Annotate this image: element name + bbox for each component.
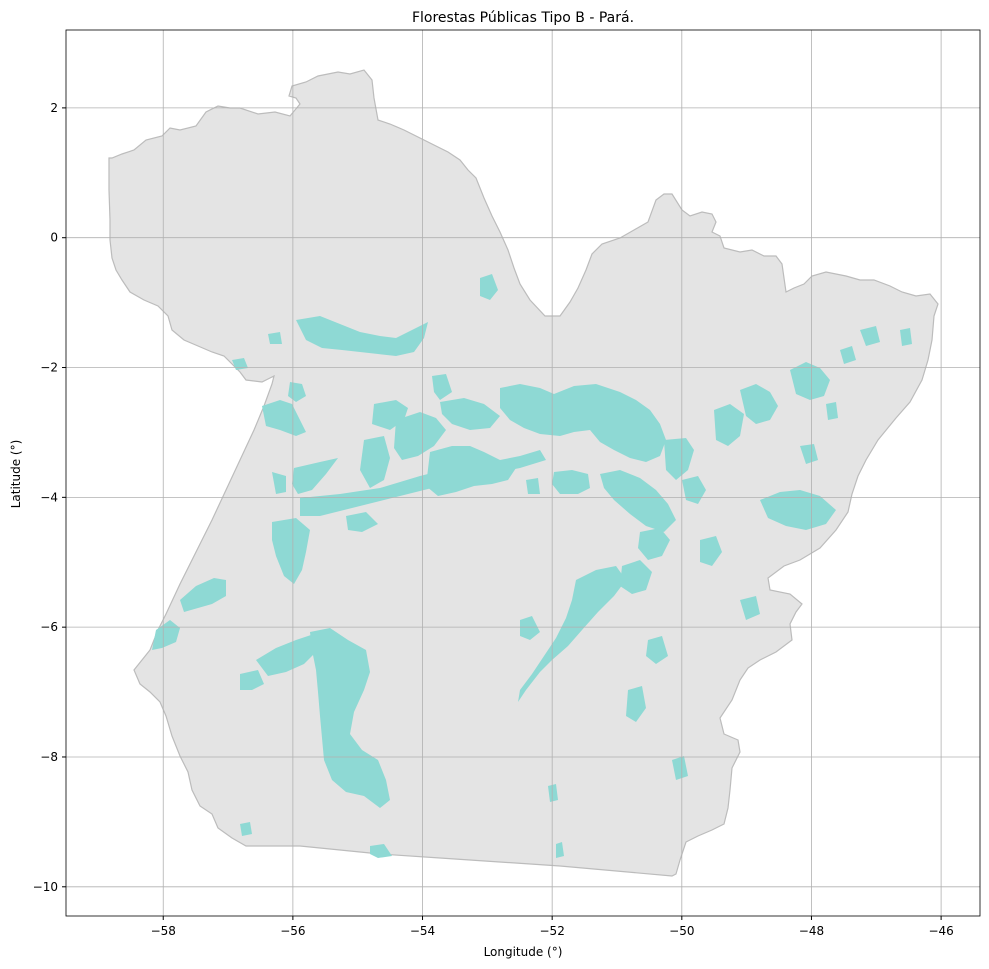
plot-area [65, 29, 981, 917]
forest-patch [240, 822, 252, 836]
x-axis-label: Longitude (°) [484, 945, 563, 959]
forest-patch [626, 686, 646, 722]
forest-patch [740, 596, 760, 620]
forest-patch [526, 478, 540, 494]
y-tick-label: −8 [40, 750, 58, 764]
forest-patch [240, 670, 264, 690]
forest-patch [232, 358, 248, 370]
forest-patch [840, 346, 856, 364]
x-tick-label: −46 [928, 924, 953, 938]
forest-patch [552, 470, 590, 494]
forest-patch [600, 470, 676, 532]
y-tick-label: −10 [33, 880, 58, 894]
x-tick-label: −54 [410, 924, 435, 938]
forest-patch [620, 560, 652, 594]
forest-patch [256, 634, 318, 676]
forest-patch [268, 332, 282, 344]
forest-patch [296, 316, 428, 356]
x-tick-label: −50 [669, 924, 694, 938]
forest-patch [346, 512, 378, 532]
forest-patch [826, 402, 838, 420]
y-tick-label: 2 [50, 101, 58, 115]
forest-patches [152, 274, 912, 858]
x-tick-label: −58 [151, 924, 176, 938]
forest-patch [638, 528, 670, 560]
map-title: Florestas Públicas Tipo B - Pará. [412, 10, 634, 26]
y-axis-ticks: 2 0 −2 −4 −6 −8 −10 [33, 101, 66, 894]
forest-patch [760, 490, 836, 530]
forest-patch [672, 756, 688, 780]
forest-patch [262, 400, 306, 436]
y-tick-label: 0 [50, 231, 58, 245]
forest-patch [664, 438, 694, 480]
forest-patch [300, 450, 546, 516]
forest-patch [800, 444, 818, 464]
forest-patch [714, 404, 744, 446]
x-tick-label: −56 [280, 924, 305, 938]
para-state-polygon [108, 69, 939, 877]
forest-patch [360, 436, 390, 488]
forest-patch [310, 628, 390, 808]
forest-patch [556, 842, 564, 858]
forest-patch [440, 398, 500, 430]
grid-lines [66, 30, 980, 916]
y-tick-label: −4 [40, 490, 58, 504]
forest-patch [180, 578, 226, 612]
x-axis-ticks: −58 −56 −54 −52 −50 −48 −46 [151, 916, 954, 938]
forest-patch [646, 636, 668, 664]
forest-patch [432, 374, 452, 400]
x-tick-label: −52 [540, 924, 565, 938]
forest-patch [520, 616, 540, 640]
forest-patch [548, 784, 558, 802]
y-axis-label: Latitude (°) [9, 440, 23, 509]
forest-patch [480, 274, 498, 300]
y-tick-label: −6 [40, 620, 58, 634]
forest-patch [518, 566, 626, 702]
forest-patch [900, 328, 912, 346]
forest-patch [500, 384, 666, 462]
forest-patch [740, 384, 778, 424]
forest-patch [860, 326, 880, 346]
axes-frame [65, 29, 981, 917]
forest-patch [394, 412, 446, 460]
forest-patch [370, 844, 392, 858]
forest-patch [700, 536, 722, 566]
forest-patch [272, 472, 286, 494]
forest-patch [272, 518, 310, 584]
x-tick-label: −48 [799, 924, 824, 938]
y-tick-label: −2 [40, 361, 58, 375]
forest-patch [292, 458, 338, 494]
forest-patch [790, 362, 830, 400]
